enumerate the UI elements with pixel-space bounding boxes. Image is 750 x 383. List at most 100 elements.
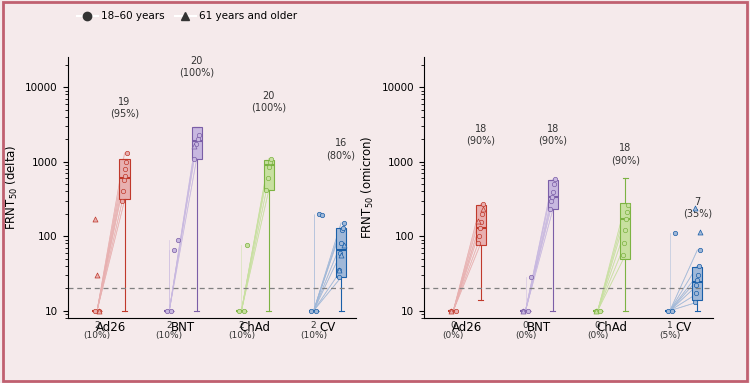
- Point: [120, 159, 132, 165]
- Point: [168, 247, 180, 253]
- Point: [335, 252, 347, 259]
- Point: [590, 308, 602, 314]
- Point: [473, 233, 485, 239]
- Point: [548, 189, 560, 195]
- Point: [662, 308, 674, 314]
- Point: [305, 308, 317, 314]
- Text: 7
(35%): 7 (35%): [682, 197, 712, 218]
- Point: [522, 308, 534, 314]
- Point: [190, 141, 202, 147]
- Point: [233, 308, 245, 314]
- Point: [194, 132, 206, 138]
- Point: [620, 216, 632, 222]
- PathPatch shape: [119, 159, 130, 198]
- Text: 16
(80%): 16 (80%): [326, 138, 356, 160]
- Point: [241, 242, 253, 249]
- Text: 20
(100%): 20 (100%): [179, 56, 214, 77]
- PathPatch shape: [692, 267, 703, 300]
- Text: 20
(100%): 20 (100%): [251, 92, 286, 113]
- Point: [188, 155, 200, 162]
- Point: [618, 240, 630, 246]
- Point: [524, 274, 536, 280]
- Point: [260, 187, 272, 193]
- Point: [313, 211, 325, 217]
- Point: [121, 150, 133, 156]
- Text: 2
(10%): 2 (10%): [300, 321, 327, 340]
- Point: [694, 247, 706, 253]
- Text: 1
(5%): 1 (5%): [659, 321, 680, 340]
- Point: [332, 274, 344, 280]
- Point: [692, 277, 703, 283]
- Point: [544, 206, 556, 212]
- Point: [118, 172, 130, 178]
- Point: [545, 198, 557, 204]
- Point: [688, 299, 700, 305]
- Point: [89, 216, 101, 222]
- Point: [477, 201, 489, 207]
- Point: [476, 219, 488, 225]
- Text: 18
(90%): 18 (90%): [466, 124, 495, 146]
- Point: [477, 206, 489, 212]
- Point: [691, 282, 703, 288]
- Point: [334, 250, 346, 256]
- Text: 0
(0%): 0 (0%): [587, 321, 608, 340]
- Point: [669, 230, 681, 236]
- Point: [93, 308, 105, 314]
- Point: [619, 227, 631, 233]
- Point: [334, 267, 346, 273]
- Point: [117, 188, 129, 194]
- Text: 2
(10%): 2 (10%): [228, 321, 255, 340]
- Y-axis label: FRNT$_{50}$ (omicron): FRNT$_{50}$ (omicron): [360, 136, 376, 239]
- Point: [338, 242, 350, 249]
- Point: [161, 308, 173, 314]
- Point: [335, 240, 347, 246]
- Point: [692, 272, 704, 278]
- Text: 0
(0%): 0 (0%): [514, 321, 536, 340]
- Point: [666, 308, 678, 314]
- Point: [191, 136, 203, 142]
- Point: [310, 308, 322, 314]
- Point: [616, 252, 628, 259]
- Point: [93, 308, 105, 314]
- PathPatch shape: [192, 127, 202, 159]
- Text: 18
(90%): 18 (90%): [610, 144, 640, 165]
- Point: [548, 181, 560, 187]
- Point: [166, 308, 178, 314]
- Point: [550, 176, 562, 182]
- Text: 2
(10%): 2 (10%): [83, 321, 111, 340]
- Point: [337, 224, 349, 231]
- Point: [188, 143, 200, 149]
- Y-axis label: FRNT$_{50}$ (delta): FRNT$_{50}$ (delta): [4, 145, 20, 231]
- Point: [621, 209, 633, 215]
- Point: [316, 211, 328, 218]
- Point: [518, 308, 530, 314]
- PathPatch shape: [548, 180, 558, 209]
- Point: [476, 211, 488, 217]
- Point: [118, 177, 130, 183]
- Point: [238, 308, 250, 314]
- Point: [336, 227, 348, 233]
- Text: 18
(90%): 18 (90%): [538, 124, 568, 146]
- Point: [474, 224, 486, 231]
- Point: [590, 308, 602, 314]
- Point: [449, 308, 461, 314]
- Point: [446, 308, 458, 314]
- Point: [472, 218, 484, 224]
- PathPatch shape: [336, 228, 346, 277]
- Point: [116, 198, 128, 204]
- Point: [119, 166, 131, 172]
- Text: 19
(95%): 19 (95%): [110, 97, 139, 119]
- Text: 0
(0%): 0 (0%): [442, 321, 464, 340]
- Point: [622, 202, 634, 208]
- Text: 2
(10%): 2 (10%): [156, 321, 183, 340]
- Point: [264, 159, 276, 165]
- Legend: 18–60 years, 61 years and older: 18–60 years, 61 years and older: [73, 7, 301, 25]
- Point: [693, 263, 705, 269]
- PathPatch shape: [620, 203, 630, 259]
- Point: [446, 308, 458, 314]
- Point: [338, 220, 350, 226]
- Point: [263, 164, 275, 170]
- Point: [266, 155, 278, 162]
- Point: [518, 308, 530, 314]
- PathPatch shape: [476, 205, 486, 246]
